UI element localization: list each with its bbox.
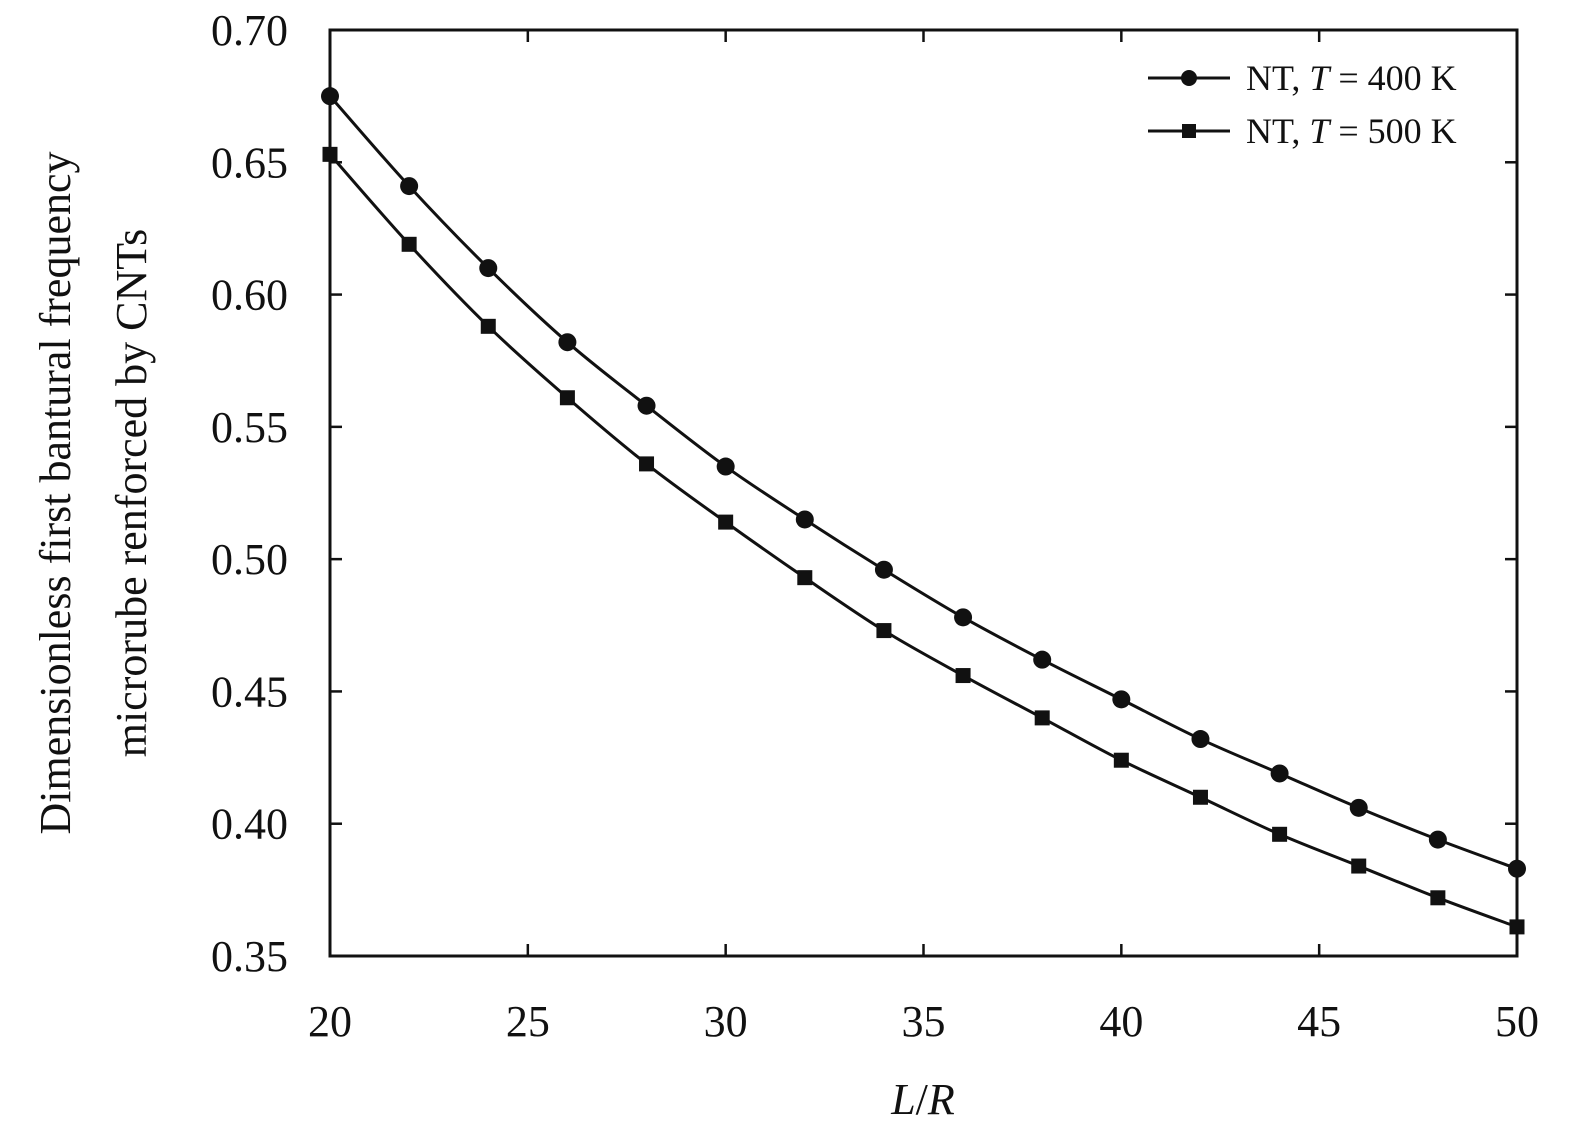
data-point-square	[401, 236, 417, 252]
y-axis-title-line-2: microrube renforced by CNTs	[107, 229, 156, 757]
y-tick-label: 0.60	[211, 271, 288, 320]
x-tick-label: 30	[704, 997, 748, 1046]
legend-label-1: NT, T = 400 K	[1246, 58, 1457, 98]
y-tick-label: 0.50	[211, 535, 288, 584]
data-point-square	[1034, 710, 1050, 726]
x-tick-labels: 20 25 30 35 40 45 50	[308, 997, 1539, 1046]
data-point-square	[1509, 919, 1525, 935]
x-tick-label: 40	[1099, 997, 1143, 1046]
data-point-square	[639, 456, 655, 472]
legend-marker-square	[1182, 124, 1196, 138]
legend-entry-1: NT, T = 400 K	[1148, 58, 1457, 98]
x-tick-label: 25	[506, 997, 550, 1046]
data-point-circle	[716, 457, 735, 476]
data-point-circle	[637, 396, 656, 415]
data-point-square	[1272, 826, 1288, 842]
data-point-circle	[795, 510, 814, 529]
series-1	[321, 87, 1526, 878]
data-point-circle	[1191, 730, 1210, 749]
series-layer	[321, 87, 1526, 935]
data-point-circle	[321, 87, 339, 106]
legend-marker-circle	[1181, 70, 1197, 86]
data-point-circle	[558, 333, 577, 352]
y-tick-label: 0.65	[211, 138, 288, 187]
data-point-circle	[400, 177, 419, 196]
y-tick-label: 0.40	[211, 800, 288, 849]
data-point-circle	[954, 608, 973, 627]
data-point-square	[480, 318, 496, 334]
data-point-circle	[479, 259, 498, 278]
data-point-square	[797, 570, 813, 586]
data-point-square	[1113, 752, 1129, 768]
x-tick-label: 35	[902, 997, 946, 1046]
x-tick-label: 50	[1495, 997, 1539, 1046]
y-tick-label: 0.70	[211, 6, 288, 55]
y-tick-label: 0.35	[211, 932, 288, 981]
y-tick-label: 0.55	[211, 403, 288, 452]
data-point-circle	[1349, 798, 1368, 817]
series-line-2	[328, 153, 1518, 929]
data-point-circle	[1112, 690, 1131, 709]
data-point-square	[955, 668, 971, 684]
data-point-square	[876, 623, 892, 639]
data-point-square	[322, 146, 338, 162]
series-2	[322, 146, 1525, 935]
x-tick-label: 45	[1297, 997, 1341, 1046]
data-point-circle	[1428, 830, 1447, 849]
axis-ticks	[328, 28, 1519, 958]
plot-frame	[328, 28, 1519, 958]
legend-entry-2: NT, T = 500 K	[1148, 111, 1457, 151]
y-tick-labels: 0.35 0.40 0.45 0.50 0.55 0.60 0.65 0.70	[211, 6, 288, 981]
data-point-circle	[1033, 650, 1052, 669]
data-point-circle	[874, 560, 893, 579]
y-axis-title: Dimensionless first bantural frequency m…	[31, 151, 156, 834]
data-point-circle	[1270, 764, 1289, 783]
data-point-square	[1430, 890, 1446, 906]
legend-label-2: NT, T = 500 K	[1246, 111, 1457, 151]
legend: NT, T = 400 K NT, T = 500 K	[1148, 58, 1457, 151]
x-tick-label: 20	[308, 997, 352, 1046]
data-point-square	[559, 390, 575, 406]
y-tick-label: 0.45	[211, 667, 288, 716]
x-axis-title: L/R	[890, 1075, 955, 1124]
data-point-square	[1351, 858, 1367, 874]
data-point-square	[718, 514, 734, 530]
data-point-square	[1192, 789, 1208, 805]
series-line-1	[328, 95, 1518, 871]
y-axis-title-line-1: Dimensionless first bantural frequency	[31, 151, 80, 834]
data-point-circle	[1508, 859, 1526, 878]
